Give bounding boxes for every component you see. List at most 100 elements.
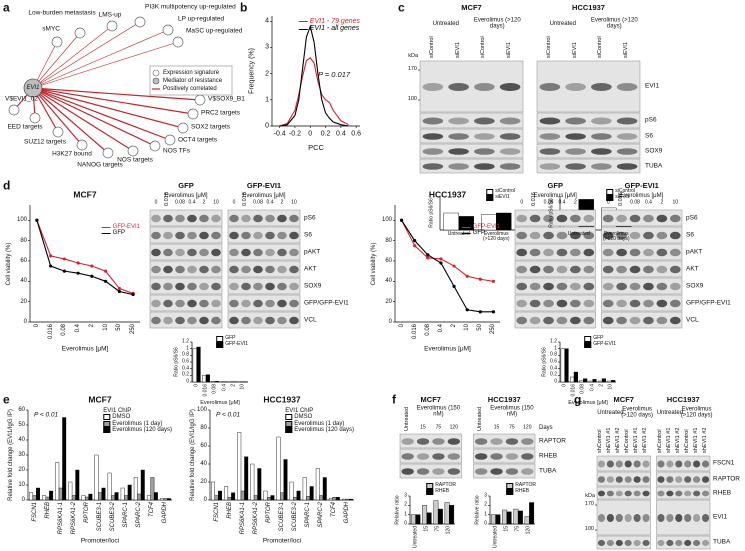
bar <box>137 493 142 501</box>
blot-band <box>583 265 595 274</box>
blot-band <box>633 490 641 497</box>
blot-strip <box>149 294 223 312</box>
legend-title: EVI1 ChIP <box>285 408 314 414</box>
lane-label: 10 <box>672 199 679 206</box>
x-tick-label: GAPDH <box>344 502 351 524</box>
y-axis-label: Relative ratio <box>394 495 401 525</box>
group-label: MCF7 <box>613 395 634 405</box>
y-tick-label: 0 <box>484 520 487 527</box>
legend-swatch <box>103 414 111 421</box>
node-label: LMS-up <box>98 11 122 19</box>
legend-swatch <box>506 483 514 489</box>
blot-band <box>265 248 275 257</box>
blot-band <box>570 299 581 308</box>
blot-band <box>475 438 488 445</box>
y-axis-label: Cell viability (%) <box>5 242 12 285</box>
signature-node <box>29 112 41 124</box>
x-tick-label: 10 <box>464 324 471 331</box>
legend-label: GFP-EVI1 <box>593 341 616 348</box>
blot-band <box>416 468 430 475</box>
blot-band <box>701 490 710 497</box>
blot-band <box>656 265 668 274</box>
point <box>478 277 482 281</box>
lane-unit: Days <box>539 424 553 431</box>
y-axis-label: Frequency (%) <box>248 48 256 94</box>
lane-label: 10 <box>291 199 297 206</box>
blot-band <box>624 490 632 497</box>
legend: GFP GFP-EVI1 <box>584 336 616 348</box>
blot-band <box>490 438 503 445</box>
blot-band <box>602 316 614 325</box>
blot-strip <box>596 486 651 500</box>
y-tick-label: 40 <box>200 460 207 467</box>
subgroup-label: Everolimus [μM] <box>242 192 286 199</box>
legend-swatch <box>101 226 111 228</box>
x-tick-label: 0.016 <box>411 324 418 340</box>
legend-item: RAPTOR <box>506 483 536 489</box>
annotation: P < 0.01 <box>216 411 241 419</box>
blot-band <box>602 231 614 240</box>
blot-band <box>505 468 519 475</box>
node-label: NOS targets <box>117 156 153 164</box>
signature-node <box>106 20 118 32</box>
y-tick-label: 0 <box>21 496 25 503</box>
blot-band <box>597 460 606 468</box>
legend-swatch <box>506 489 514 495</box>
series-line <box>36 220 134 295</box>
blot-band <box>163 282 173 291</box>
blot-band <box>556 316 568 325</box>
blot-band <box>656 248 668 257</box>
blot-band <box>675 490 683 497</box>
bar <box>58 487 63 501</box>
y-tick-label: 2 <box>265 69 269 77</box>
x-tick-label: SPARC-2 <box>136 502 143 528</box>
x-tick-label: 120 <box>445 526 452 535</box>
y-tick-label: 0 <box>23 318 27 325</box>
blot-band <box>543 248 554 257</box>
blot-band <box>448 163 469 170</box>
legend-item: DMSO <box>103 414 172 421</box>
bar <box>166 498 171 501</box>
legend-symbol <box>152 77 160 85</box>
blot-band <box>505 453 519 460</box>
x-tick-label: TCF4 <box>149 502 156 517</box>
protein-label: S6 <box>645 132 653 140</box>
bar <box>345 498 350 501</box>
panel-label: g <box>574 392 582 407</box>
blot-band <box>277 248 287 257</box>
x-tick-label: 0.6 <box>351 130 362 138</box>
blot-strip <box>514 294 596 312</box>
blot-strip <box>473 463 536 479</box>
protein-label: GFP/GFP-EVI1 <box>304 299 349 307</box>
lane-label: shEVI1 #1 <box>665 427 672 453</box>
blot-band <box>570 282 581 291</box>
edge <box>32 87 184 129</box>
x-tick-label: FSCN1 <box>213 502 220 522</box>
lane-label: 10 <box>213 199 219 206</box>
group-label: GFP-EVI1 <box>246 181 282 191</box>
point <box>426 253 430 257</box>
y-tick-label: 3 <box>484 492 487 499</box>
blot-band <box>187 248 197 257</box>
blot-band <box>447 468 460 475</box>
blot-band <box>175 282 185 291</box>
legend-label: siControl <box>615 188 635 195</box>
y-tick-label: 0 <box>554 378 557 385</box>
y-axis-label: Ratio pS6/S6 <box>428 198 435 228</box>
lane-label: 10 <box>586 199 592 206</box>
blot-band <box>529 231 541 240</box>
x-tick-label: SCUBE3-2 <box>109 502 116 532</box>
blot-band <box>701 476 710 483</box>
legend-item: GFP <box>101 230 140 236</box>
group-label: HCC1937 <box>666 395 700 405</box>
x-axis-label: Promoter/loci <box>80 537 120 545</box>
bar <box>29 492 34 501</box>
group-label: MCF7 <box>461 3 482 13</box>
y-tick-label: 80 <box>385 237 392 244</box>
blot-band <box>211 282 221 291</box>
y-tick-label: 100 <box>16 217 27 224</box>
blot-band <box>570 214 581 223</box>
legend-swatch <box>216 342 224 348</box>
blot-band <box>657 539 665 547</box>
bar <box>133 477 138 501</box>
